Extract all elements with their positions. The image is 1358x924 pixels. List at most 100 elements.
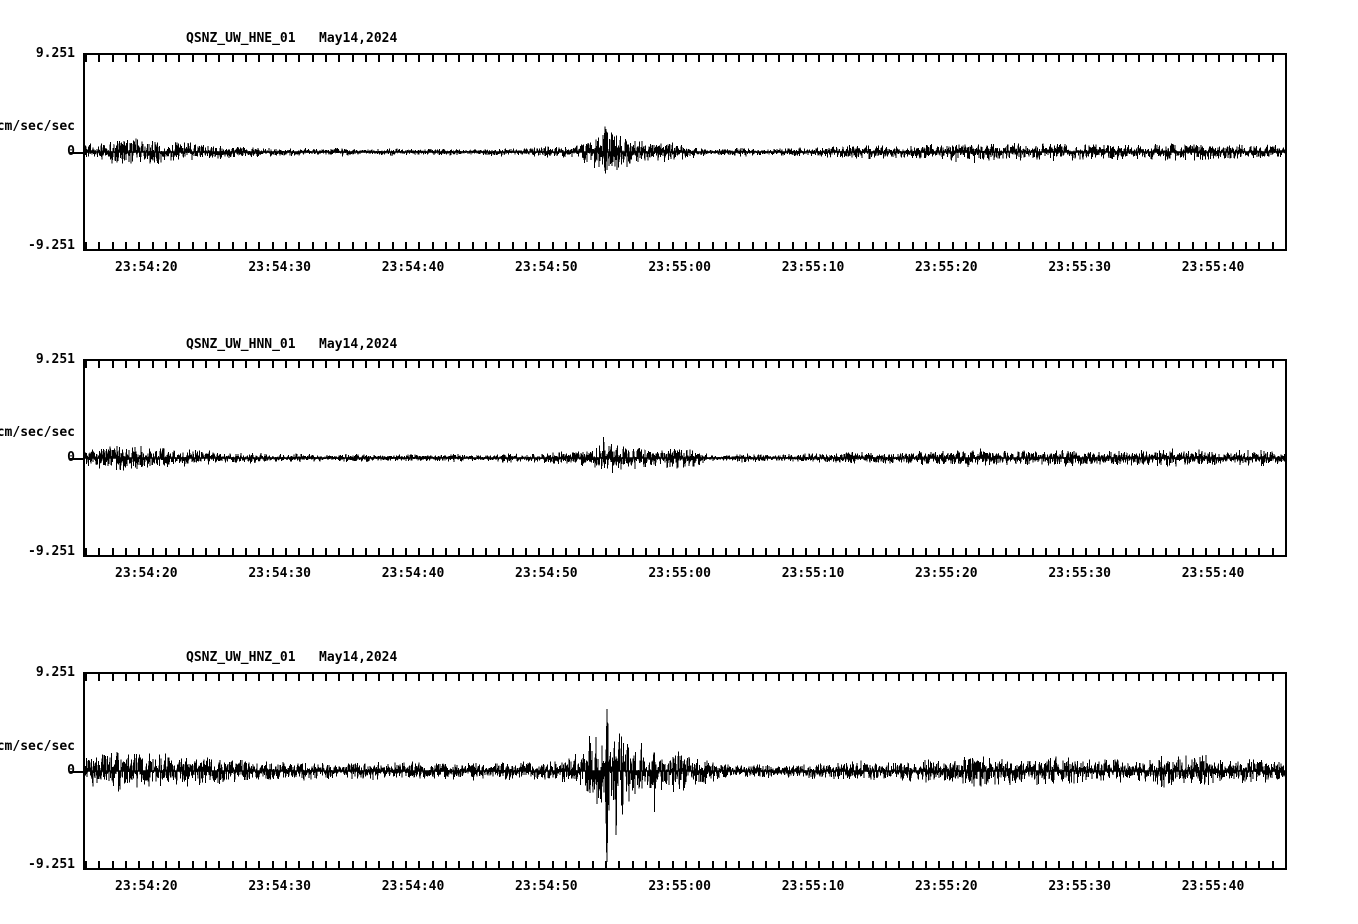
- x-tick-minor-bottom: [525, 861, 527, 868]
- x-tick-minor-bottom: [365, 861, 367, 868]
- x-tick-minor-bottom: [151, 861, 154, 868]
- x-tick-minor-top: [618, 55, 621, 62]
- x-tick-minor-bottom: [485, 242, 487, 249]
- x-tick-minor-top: [85, 361, 87, 368]
- x-tick-minor-bottom: [245, 861, 247, 868]
- x-tick-minor-bottom: [578, 548, 581, 555]
- y-axis-zero-label-hne: 0: [67, 144, 75, 159]
- x-tick-minor-top: [765, 674, 767, 681]
- x-axis-tick-label: 23:55:40: [1181, 260, 1245, 275]
- x-tick-minor-bottom: [1205, 242, 1207, 249]
- x-tick-minor-top: [778, 361, 781, 368]
- x-tick-minor-top: [805, 361, 807, 368]
- x-tick-minor-top: [1151, 55, 1154, 62]
- y-axis-max-label-hnn: 9.251: [35, 352, 75, 367]
- x-tick-minor-bottom: [365, 548, 367, 555]
- x-tick-minor-bottom: [578, 242, 581, 249]
- x-tick-minor-bottom: [791, 548, 794, 555]
- y-axis-min-label-hnz: -9.251: [28, 857, 75, 872]
- x-tick-minor-bottom: [658, 861, 661, 868]
- x-tick-minor-top: [1205, 361, 1207, 368]
- x-tick-minor-bottom: [191, 861, 194, 868]
- x-tick-minor-bottom: [791, 242, 794, 249]
- x-tick-minor-bottom: [591, 861, 594, 868]
- x-tick-minor-top: [1111, 674, 1114, 681]
- x-tick-minor-bottom: [125, 861, 127, 868]
- x-tick-minor-bottom: [1151, 548, 1154, 555]
- x-axis-tick-label: 23:55:00: [648, 879, 711, 894]
- x-tick-minor-bottom: [1218, 861, 1221, 868]
- x-tick-minor-top: [311, 55, 314, 62]
- x-tick-minor-top: [125, 361, 127, 368]
- x-tick-minor-top: [111, 674, 114, 681]
- x-tick-minor-top: [271, 674, 274, 681]
- x-tick-minor-top: [1285, 674, 1287, 681]
- x-tick-minor-top: [1031, 55, 1034, 62]
- x-tick-minor-top: [1018, 361, 1021, 368]
- x-tick-minor-bottom: [471, 548, 474, 555]
- x-tick-minor-bottom: [138, 242, 141, 249]
- x-tick-minor-bottom: [511, 242, 514, 249]
- x-tick-minor-bottom: [218, 242, 221, 249]
- x-tick-minor-top: [1098, 361, 1101, 368]
- x-tick-minor-bottom: [951, 861, 954, 868]
- x-tick-minor-top: [111, 361, 114, 368]
- x-tick-minor-bottom: [98, 861, 101, 868]
- x-tick-minor-bottom: [205, 861, 207, 868]
- x-tick-minor-top: [1125, 361, 1127, 368]
- x-tick-minor-top: [285, 55, 287, 62]
- x-tick-minor-top: [685, 361, 687, 368]
- x-tick-minor-top: [658, 361, 661, 368]
- x-tick-minor-bottom: [1058, 242, 1061, 249]
- x-axis-tick-label: 23:54:30: [248, 879, 311, 894]
- x-tick-minor-bottom: [911, 861, 914, 868]
- x-tick-minor-bottom: [405, 861, 407, 868]
- x-tick-minor-bottom: [1151, 861, 1154, 868]
- x-tick-minor-top: [1271, 361, 1274, 368]
- x-tick-minor-bottom: [778, 548, 781, 555]
- x-tick-minor-top: [791, 674, 794, 681]
- x-tick-minor-bottom: [711, 861, 714, 868]
- x-tick-minor-bottom: [378, 861, 381, 868]
- x-tick-minor-top: [1218, 361, 1221, 368]
- x-axis-tick-label: 23:55:00: [648, 260, 711, 275]
- x-tick-minor-bottom: [991, 242, 994, 249]
- x-tick-minor-bottom: [431, 861, 434, 868]
- x-tick-minor-top: [178, 361, 181, 368]
- x-tick-minor-bottom: [565, 242, 567, 249]
- x-tick-minor-bottom: [498, 548, 501, 555]
- x-tick-minor-bottom: [925, 242, 927, 249]
- x-tick-minor-top: [205, 55, 207, 62]
- x-tick-minor-top: [645, 55, 647, 62]
- x-axis-tick-label: 23:54:20: [115, 260, 178, 275]
- y-axis-max-label-hnz: 9.251: [35, 665, 75, 680]
- x-tick-minor-top: [658, 674, 661, 681]
- x-tick-minor-top: [165, 674, 167, 681]
- x-tick-minor-top: [511, 361, 514, 368]
- x-tick-minor-top: [551, 55, 554, 62]
- x-tick-minor-top: [978, 361, 981, 368]
- x-tick-minor-top: [325, 361, 327, 368]
- x-tick-minor-bottom: [698, 548, 701, 555]
- x-tick-minor-top: [311, 361, 314, 368]
- x-tick-minor-top: [511, 674, 514, 681]
- x-axis-tick-label: 23:54:50: [515, 566, 578, 581]
- x-tick-minor-bottom: [605, 548, 607, 555]
- x-tick-minor-bottom: [351, 548, 354, 555]
- x-tick-minor-top: [165, 55, 167, 62]
- x-tick-minor-top: [1018, 55, 1021, 62]
- waveform-hne: [85, 126, 1285, 174]
- x-tick-minor-top: [1205, 674, 1207, 681]
- x-tick-minor-top: [1258, 55, 1261, 62]
- x-axis-tick-label: 23:54:40: [381, 566, 445, 581]
- x-tick-minor-top: [111, 55, 114, 62]
- x-tick-minor-top: [471, 361, 474, 368]
- x-tick-minor-bottom: [485, 861, 487, 868]
- x-tick-minor-bottom: [1031, 242, 1034, 249]
- x-axis-tick-label: 23:55:10: [781, 566, 845, 581]
- x-tick-minor-top: [351, 674, 354, 681]
- x-axis-tick-label: 23:55:10: [781, 260, 845, 275]
- x-tick-minor-top: [1191, 55, 1194, 62]
- x-tick-minor-top: [218, 55, 221, 62]
- x-tick-minor-top: [258, 674, 261, 681]
